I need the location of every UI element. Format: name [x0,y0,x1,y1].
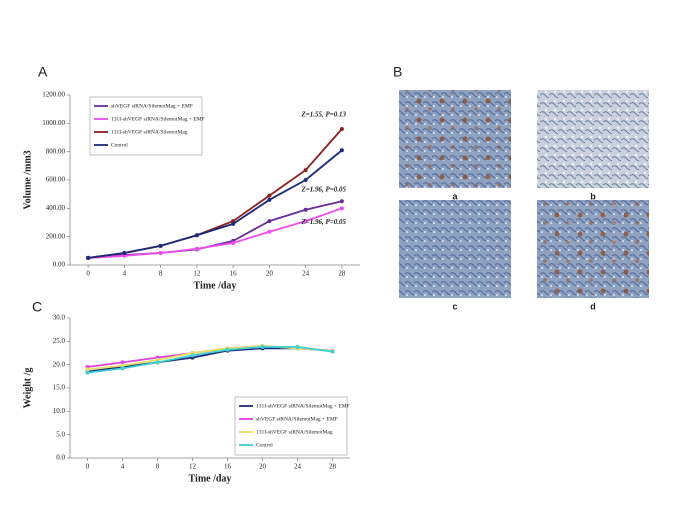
x-tick-label: 28 [338,270,346,278]
x-tick-label: 20 [259,463,267,471]
data-point [339,127,344,131]
x-tick-label: 0 [86,463,90,471]
y-tick-label: 20.0 [53,360,66,368]
x-tick-label: 24 [302,270,310,278]
y-tick-label: 0.0 [56,454,65,462]
data-point [339,206,344,211]
panel-label: C [32,299,42,315]
y-tick-label: 0.00 [53,261,66,269]
x-tick-label: 4 [121,463,125,471]
y-tick-label: 30.0 [53,314,66,322]
y-tick-label: 600.00 [46,176,66,184]
x-tick-label: 4 [123,270,127,278]
y-tick-label: 200.00 [46,232,66,240]
data-line [87,345,333,371]
x-tick-label: 12 [189,463,197,471]
x-axis-label: Time /day [194,280,237,291]
legend-label: 131I-shVEGF siRNA/SilemotMag + EMF [256,403,350,409]
data-point [339,199,344,204]
data-point [194,233,199,238]
data-point [85,367,90,372]
annotation: Z=1.96, P=0.05 [300,218,346,226]
x-tick-label: 24 [294,463,302,471]
data-point [190,353,195,358]
image-caption: c [452,301,457,311]
y-tick-label: 25.0 [53,337,66,345]
y-tick-label: 5.0 [56,430,65,438]
image-caption: d [590,301,596,311]
legend-label: 131I-shVEGF siRNA/SilemotMag [256,429,333,435]
legend-label: Control [111,142,128,148]
micrograph [537,90,649,188]
panel-label: A [38,64,48,80]
data-point [86,255,91,260]
y-axis-label: Volume /mm3 [22,150,33,209]
data-point [194,246,199,251]
data-point [120,366,125,371]
legend-label: 131I-shVEGF siRNA/SilemotMag + EMF [111,116,205,122]
micrograph [399,200,511,298]
data-point [158,250,163,255]
data-point [225,347,230,352]
data-point [120,360,125,365]
x-tick-label: 16 [230,270,238,278]
data-point [267,193,272,198]
data-point [231,219,236,224]
x-tick-label: 12 [193,270,201,278]
y-tick-label: 800.00 [46,147,66,155]
legend-box [89,96,203,156]
y-tick-label: 15.0 [53,384,66,392]
x-tick-label: 20 [266,270,274,278]
y-tick-label: 10.0 [53,407,66,415]
data-line [87,346,333,374]
data-point [155,360,160,365]
y-tick-label: 1000.00 [42,119,65,127]
data-point [122,250,127,255]
data-point [303,178,308,182]
x-tick-label: 8 [159,270,163,278]
legend-box [234,396,348,456]
legend-label: shVEGF siRNA/SilemotMag + EMF [111,103,193,109]
y-tick-label: 1200.00 [42,91,65,99]
data-point [260,344,265,349]
panel-label: B [393,64,402,80]
data-point [303,168,308,173]
legend-label: Control [256,442,273,448]
x-tick-label: 16 [224,463,232,471]
data-point [158,243,163,248]
y-tick-label: 400.00 [46,204,66,212]
legend-label: 131I-shVEGF siRNA/SilemotMag [111,129,188,135]
data-point [120,363,125,368]
annotation: Z=1.96, P=0.05 [300,186,346,194]
micrograph [399,90,511,188]
data-point [267,219,272,224]
data-point [303,207,308,212]
data-point [231,241,236,246]
x-axis-label: Time /day [189,473,232,484]
data-point [122,253,127,258]
data-point [267,197,272,202]
legend-label: shVEGF siRNA/SilemotMag + EMF [256,416,338,422]
image-caption: a [452,191,458,201]
y-axis-label: Weight /g [22,368,33,409]
image-caption: b [590,191,596,201]
data-point [295,344,300,349]
data-point [330,349,335,354]
x-tick-label: 28 [329,463,337,471]
micrograph [537,200,649,298]
annotation: Z=1.55, P=0.13 [300,110,346,118]
data-point [231,221,236,226]
data-point [303,219,308,224]
data-point [267,229,272,234]
data-point [85,370,90,375]
data-point [339,148,344,153]
x-tick-label: 8 [156,463,160,471]
x-tick-label: 0 [86,270,90,278]
data-line [88,149,343,259]
data-line [88,207,343,259]
